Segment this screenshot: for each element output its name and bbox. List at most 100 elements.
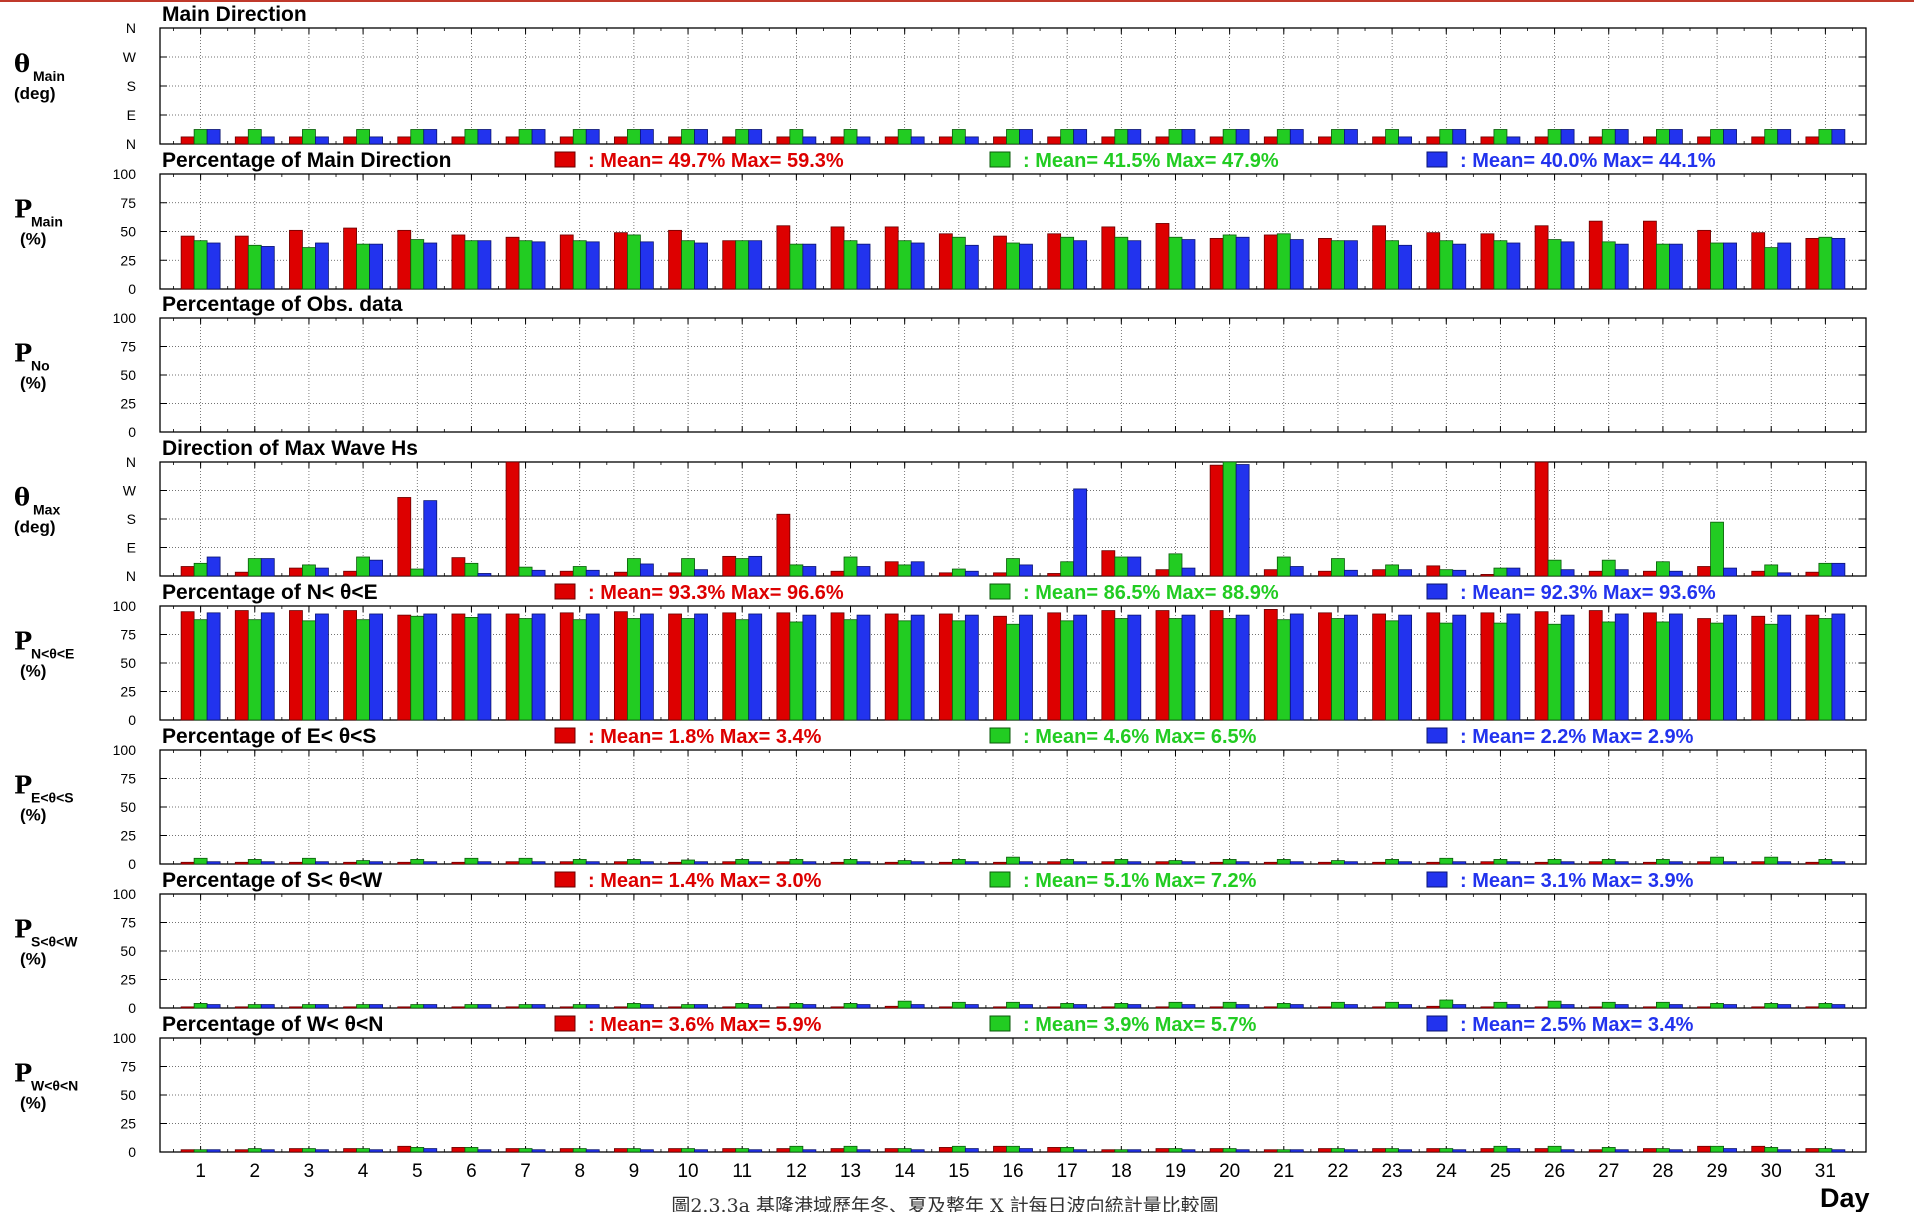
- bar: [626, 558, 641, 577]
- bar: [1426, 136, 1441, 145]
- bar: [1318, 861, 1332, 865]
- bar: [1372, 1006, 1387, 1009]
- x-tick-label: 5: [412, 1161, 423, 1182]
- bar: [410, 615, 425, 721]
- bar: [1181, 239, 1196, 290]
- bar: [1344, 1004, 1358, 1009]
- bar: [193, 240, 208, 290]
- x-tick-label: 12: [786, 1161, 807, 1182]
- bar: [1588, 861, 1603, 865]
- bar: [1547, 859, 1562, 865]
- bar: [1155, 1148, 1170, 1153]
- bar: [410, 1004, 425, 1009]
- legend-swatch: [554, 583, 576, 600]
- bar: [1127, 240, 1142, 290]
- bar: [1276, 129, 1291, 145]
- bar: [802, 566, 817, 577]
- y-axis-label-subscript: Main: [33, 68, 65, 84]
- bar: [1263, 861, 1278, 865]
- bar: [1006, 242, 1020, 290]
- bar: [1289, 1149, 1304, 1153]
- bar: [423, 613, 438, 721]
- x-tick-label: 29: [1706, 1161, 1727, 1182]
- bar: [1426, 612, 1441, 721]
- bar: [505, 613, 520, 721]
- y-axis-label-symbol: P: [14, 770, 32, 799]
- bar: [1155, 569, 1170, 577]
- bar: [1289, 613, 1304, 721]
- panel-title: Percentage of Obs. data: [162, 293, 403, 316]
- y-tick-label: 0: [128, 856, 136, 872]
- bar: [789, 859, 804, 865]
- bar: [1060, 129, 1075, 145]
- bar: [1588, 1006, 1603, 1009]
- bar: [722, 861, 737, 865]
- bar: [1127, 129, 1142, 145]
- bar: [531, 1004, 546, 1009]
- y-tick-label: 50: [120, 943, 136, 959]
- bar: [951, 1001, 966, 1009]
- bar: [830, 861, 845, 865]
- bar: [884, 1005, 899, 1009]
- bar: [518, 566, 533, 577]
- y-axis-label-subscript: Main: [31, 214, 63, 230]
- bar: [1019, 614, 1033, 721]
- bar: [993, 861, 1007, 865]
- bar: [423, 1004, 438, 1009]
- bar: [681, 1148, 695, 1153]
- bar: [735, 240, 750, 290]
- bar: [1222, 618, 1237, 721]
- bar: [1385, 1001, 1400, 1009]
- bar: [1643, 612, 1657, 721]
- bar: [938, 1147, 953, 1153]
- bar: [1318, 612, 1332, 721]
- bar: [1560, 241, 1575, 290]
- bar: [1289, 239, 1304, 290]
- bar: [559, 612, 574, 721]
- bar: [1710, 1003, 1724, 1009]
- bar: [856, 1149, 871, 1153]
- bar: [843, 859, 858, 865]
- bar: [572, 240, 587, 290]
- bar: [1614, 129, 1629, 145]
- bar: [884, 613, 899, 721]
- legend-swatch: [1426, 871, 1448, 888]
- bar: [1073, 1149, 1088, 1153]
- y-axis-label-unit: (deg): [14, 84, 56, 103]
- bar: [668, 613, 682, 721]
- bar: [776, 612, 791, 721]
- bar: [964, 1148, 979, 1153]
- legend-label: : Mean= 49.7% Max= 59.3%: [588, 150, 844, 172]
- bar: [668, 861, 682, 865]
- bar: [234, 861, 249, 865]
- bar: [1344, 861, 1358, 865]
- bar: [1697, 136, 1711, 145]
- bar: [356, 243, 370, 290]
- bar: [1831, 129, 1846, 145]
- bar: [518, 1004, 533, 1009]
- bar: [464, 129, 479, 145]
- bar: [1372, 1148, 1387, 1153]
- bar: [1344, 240, 1358, 290]
- bar: [315, 242, 329, 290]
- bar: [356, 860, 370, 865]
- bar: [776, 861, 791, 865]
- bar: [789, 129, 804, 145]
- y-tick-label: 50: [120, 367, 136, 383]
- bar: [464, 1004, 479, 1009]
- bar: [1777, 1004, 1792, 1009]
- bar: [1777, 129, 1792, 145]
- bar: [1560, 129, 1575, 145]
- bar: [1697, 618, 1711, 721]
- bar: [1235, 861, 1250, 865]
- bar: [1398, 136, 1413, 145]
- bar: [369, 861, 383, 865]
- y-tick-label: 25: [120, 972, 136, 988]
- bar: [830, 136, 845, 145]
- y-tick-label: N: [126, 20, 136, 36]
- legend-swatch: [1426, 583, 1448, 600]
- bar: [681, 618, 695, 721]
- bar: [951, 1145, 966, 1153]
- bar: [1723, 242, 1737, 290]
- bar: [505, 136, 520, 145]
